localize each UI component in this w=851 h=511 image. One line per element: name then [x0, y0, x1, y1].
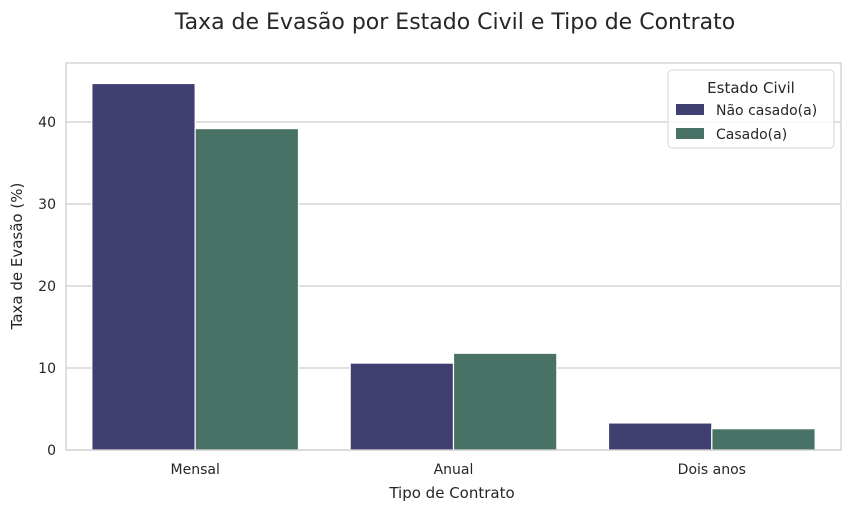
chart-title: Taxa de Evasão por Estado Civil e Tipo d… [174, 10, 735, 35]
legend-swatch [676, 104, 704, 115]
legend-swatch [676, 128, 704, 139]
legend: Estado Civil Não casado(a) Casado(a) [667, 69, 835, 149]
x-tick-label: Dois anos [678, 462, 746, 478]
y-tick-label: 30 [38, 197, 56, 213]
y-tick-label: 40 [38, 115, 56, 131]
y-tick-label: 20 [38, 279, 56, 295]
bar-casado-1 [452, 352, 558, 451]
legend-items: Não casado(a) Casado(a) [676, 103, 817, 143]
y-axis-label: Taxa de Evasão (%) [8, 183, 26, 331]
plot-frame [65, 62, 842, 451]
y-tick-label: 10 [38, 361, 56, 377]
y-tick-labels: 0 10 20 30 40 [38, 115, 56, 459]
legend-label: Casado(a) [716, 127, 787, 143]
bar-nao-casado-0 [91, 82, 196, 451]
x-tick-labels: Mensal Anual Dois anos [171, 462, 746, 478]
legend-label: Não casado(a) [716, 103, 817, 119]
bar-nao-casado-1 [349, 362, 455, 451]
y-tick-label: 0 [47, 443, 56, 459]
x-tick-label: Anual [434, 462, 474, 478]
x-axis-label: Tipo de Contrato [388, 484, 514, 502]
bars [91, 82, 816, 451]
bar-casado-2 [711, 428, 816, 451]
bar-casado-0 [194, 127, 300, 451]
legend-box [667, 69, 835, 149]
x-tick-label: Mensal [171, 462, 220, 478]
bar-nao-casado-2 [607, 422, 713, 451]
legend-title: Estado Civil [707, 79, 795, 97]
